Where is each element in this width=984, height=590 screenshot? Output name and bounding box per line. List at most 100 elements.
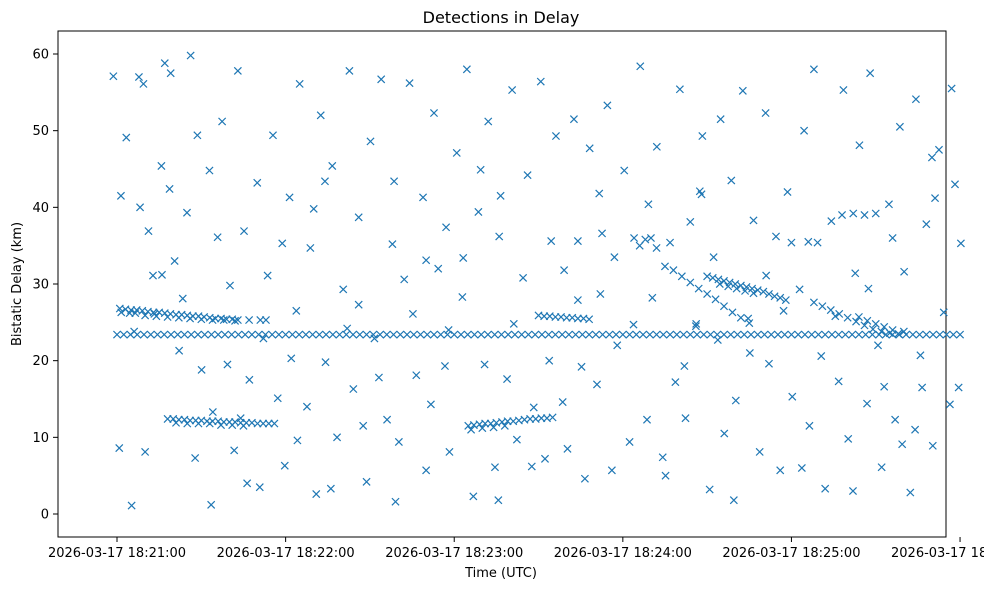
data-point <box>131 309 140 318</box>
data-point <box>537 330 546 339</box>
x-tick-label: 2026-03-17 18:23:00 <box>385 546 523 561</box>
data-point <box>295 79 304 88</box>
data-point <box>841 330 850 339</box>
data-point <box>571 330 580 339</box>
data-point <box>548 413 557 422</box>
data-point <box>500 421 509 430</box>
data-point <box>809 65 818 74</box>
data-point <box>764 289 773 298</box>
data-point <box>864 284 873 293</box>
data-point <box>551 330 560 339</box>
data-point <box>312 490 321 499</box>
data-point <box>512 435 521 444</box>
data-point <box>408 309 417 318</box>
data-point <box>278 239 287 248</box>
data-point <box>834 330 843 339</box>
data-point <box>835 309 844 318</box>
data-point <box>444 325 453 335</box>
data-point <box>150 309 159 318</box>
data-point <box>779 306 788 315</box>
data-point <box>645 330 654 339</box>
data-point <box>170 256 179 266</box>
data-point <box>760 330 769 339</box>
data-point <box>295 330 304 339</box>
data-point <box>788 392 797 401</box>
data-point <box>388 240 397 249</box>
data-point <box>263 271 272 280</box>
x-tick-label: 2026-03-17 18:26:00 <box>891 546 984 561</box>
data-point <box>509 319 518 328</box>
data-point <box>839 86 848 95</box>
data-point <box>287 354 296 363</box>
data-point <box>871 209 880 218</box>
data-point <box>426 400 435 409</box>
data-point <box>675 85 684 94</box>
data-point <box>935 330 944 339</box>
data-point <box>740 330 749 339</box>
x-tick-label: 2026-03-17 18:24:00 <box>554 546 692 561</box>
data-point <box>783 187 792 197</box>
data-point <box>585 330 594 339</box>
data-point <box>178 294 187 303</box>
data-point <box>450 330 459 339</box>
data-point <box>632 330 641 339</box>
data-point <box>759 287 768 296</box>
data-point <box>744 314 753 323</box>
data-point <box>826 306 835 315</box>
data-point <box>144 227 153 236</box>
x-axis-label: Time (UTC) <box>464 566 537 581</box>
data-point <box>374 373 383 382</box>
data-point <box>698 132 707 141</box>
data-point <box>669 266 678 275</box>
data-point <box>540 454 550 463</box>
data-point <box>922 220 931 229</box>
data-point <box>354 300 363 309</box>
data-point <box>153 330 162 339</box>
data-point <box>547 237 556 246</box>
data-point <box>220 330 229 339</box>
data-point <box>749 289 758 298</box>
data-point <box>573 237 582 246</box>
data-point <box>745 319 754 328</box>
data-point <box>942 330 951 339</box>
data-point <box>174 313 183 322</box>
data-point <box>781 296 790 305</box>
data-point <box>692 330 702 339</box>
data-point <box>172 418 181 427</box>
data-point <box>484 117 493 126</box>
data-point <box>462 65 471 74</box>
data-point <box>761 109 770 118</box>
data-point <box>861 330 870 339</box>
data-point <box>343 324 352 333</box>
data-point <box>753 330 762 339</box>
data-point <box>474 207 483 216</box>
data-point <box>339 285 348 294</box>
data-point <box>328 161 337 170</box>
data-point <box>849 209 858 218</box>
data-point <box>285 193 294 202</box>
data-point <box>800 330 809 339</box>
data-point <box>666 330 675 339</box>
data-point <box>355 330 364 339</box>
data-point <box>197 365 206 374</box>
data-point <box>193 131 202 140</box>
data-point <box>166 69 175 78</box>
data-point <box>180 330 189 339</box>
data-point <box>173 330 182 339</box>
data-point <box>157 161 166 170</box>
data-point <box>165 184 174 193</box>
data-point <box>458 293 467 302</box>
data-point <box>141 311 150 320</box>
data-point <box>821 484 830 493</box>
data-point <box>370 334 379 343</box>
data-point <box>672 330 681 339</box>
data-point <box>728 308 737 317</box>
data-point <box>724 282 733 291</box>
data-point <box>274 330 283 339</box>
data-point <box>197 315 206 324</box>
data-point <box>362 477 371 486</box>
data-point <box>804 237 813 246</box>
data-point <box>795 285 804 294</box>
data-point <box>646 233 655 243</box>
data-point <box>429 109 439 118</box>
